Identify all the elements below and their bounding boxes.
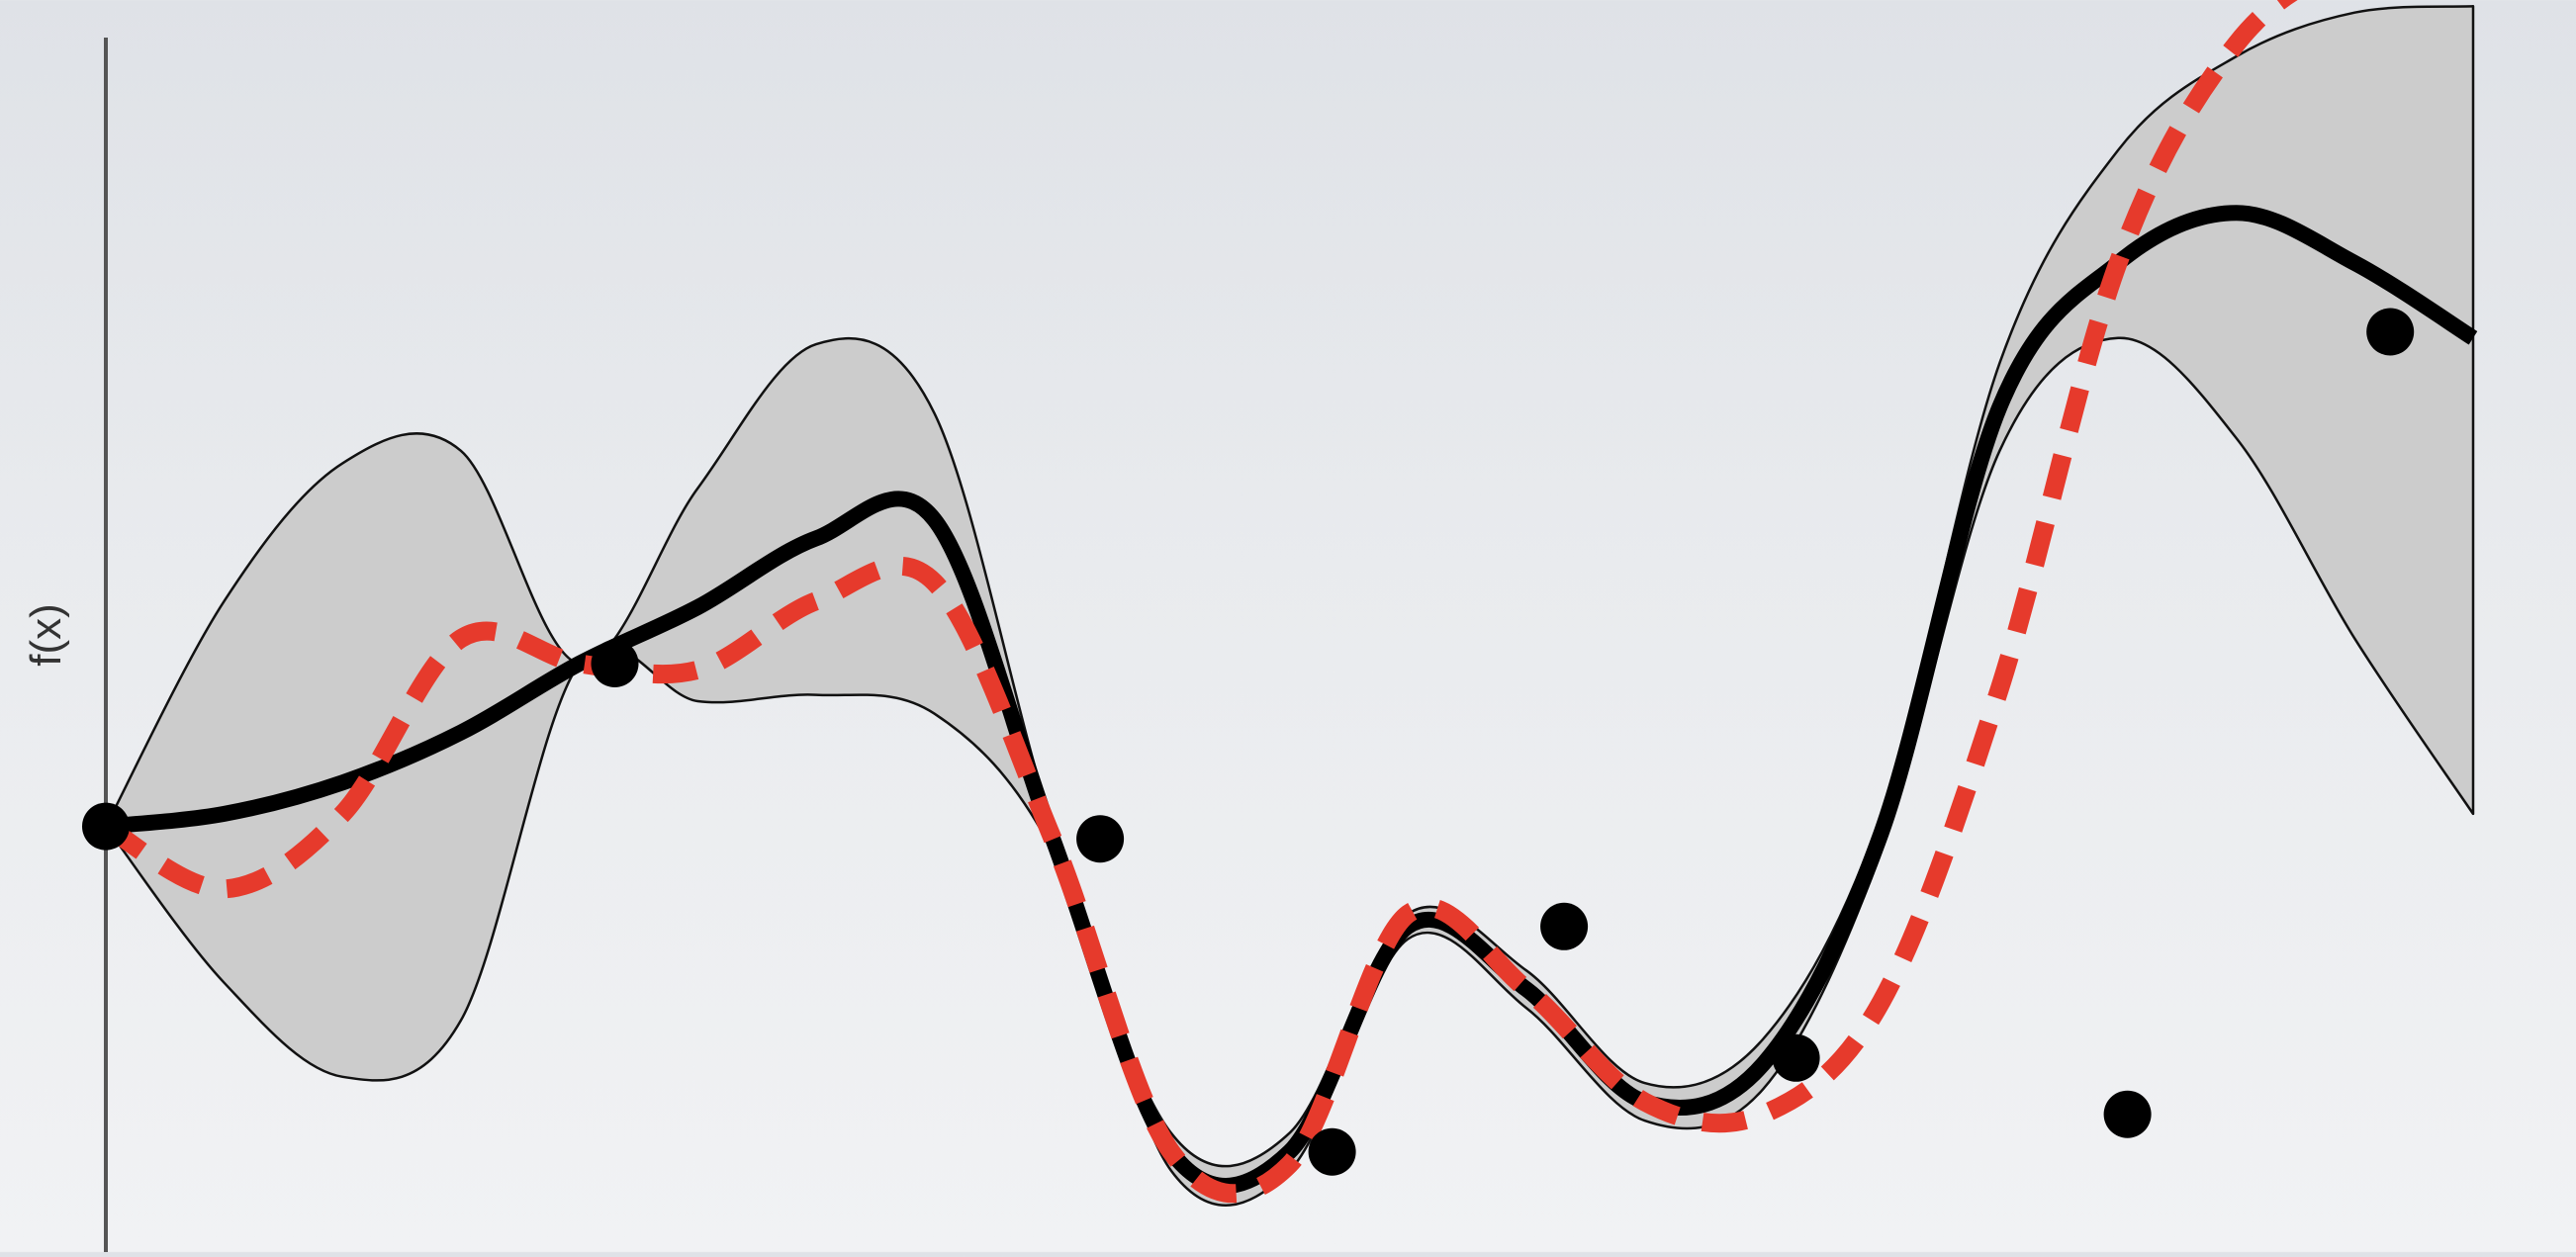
observation-point: [1772, 1033, 1820, 1082]
observation-point: [1540, 902, 1589, 950]
observation-point: [1076, 815, 1125, 863]
confidence-band: [104, 5, 2475, 1207]
observation-point: [82, 802, 130, 851]
observation-point: [591, 640, 639, 687]
observation-point: [2103, 1090, 2152, 1138]
observation-point: [1308, 1127, 1356, 1176]
true-function-line: [101, 0, 2298, 1204]
observation-point: [2366, 308, 2415, 356]
y-axis-label: f(x): [22, 603, 70, 667]
